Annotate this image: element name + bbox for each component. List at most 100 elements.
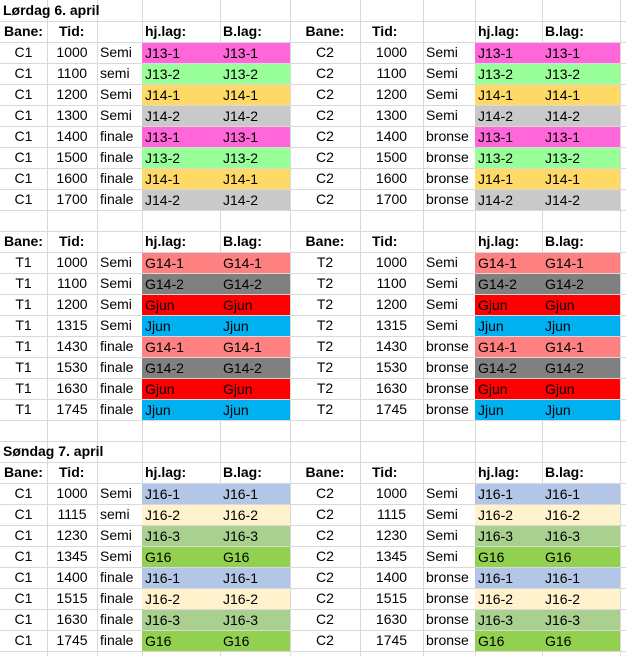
- column-header[interactable]: Tid:: [59, 233, 85, 249]
- round-cell[interactable]: Semi: [426, 275, 458, 291]
- time-cell[interactable]: 1700: [375, 191, 408, 207]
- team-cell[interactable]: J16-1: [142, 568, 220, 588]
- team-cell[interactable]: J16-3: [475, 526, 542, 546]
- team-cell[interactable]: J14-2: [220, 190, 290, 210]
- team-cell[interactable]: G14-1: [220, 337, 290, 357]
- team-cell[interactable]: J14-2: [475, 106, 542, 126]
- round-cell[interactable]: bronse: [426, 170, 469, 186]
- time-cell[interactable]: 1630: [375, 380, 408, 396]
- section-title[interactable]: Søndag 7. april: [3, 443, 104, 459]
- column-header[interactable]: B.lag:: [223, 233, 262, 249]
- column-header[interactable]: B.lag:: [223, 464, 262, 480]
- column-header[interactable]: Tid:: [372, 464, 398, 480]
- round-cell[interactable]: bronse: [426, 611, 469, 627]
- team-cell[interactable]: J13-1: [542, 43, 620, 63]
- column-header[interactable]: hj.lag:: [478, 23, 520, 39]
- column-header[interactable]: hj.lag:: [145, 23, 187, 39]
- field-cell[interactable]: C2: [316, 527, 334, 543]
- team-cell[interactable]: J14-2: [142, 106, 220, 126]
- time-cell[interactable]: 1000: [375, 44, 408, 60]
- round-cell[interactable]: finale: [100, 611, 134, 627]
- team-cell[interactable]: G14-1: [475, 253, 542, 273]
- team-cell[interactable]: J16-2: [220, 505, 290, 525]
- time-cell[interactable]: 1345: [56, 548, 88, 564]
- team-cell[interactable]: G16: [475, 547, 542, 567]
- team-cell[interactable]: Gjun: [220, 379, 290, 399]
- time-cell[interactable]: 1000: [56, 44, 88, 60]
- round-cell[interactable]: Semi: [100, 44, 132, 60]
- column-header[interactable]: [97, 462, 142, 483]
- field-cell[interactable]: C1: [14, 65, 33, 81]
- team-cell[interactable]: J16-1: [475, 484, 542, 504]
- team-cell[interactable]: J13-1: [542, 127, 620, 147]
- time-cell[interactable]: 1630: [375, 611, 408, 627]
- team-cell[interactable]: Jjun: [142, 400, 220, 420]
- round-cell[interactable]: finale: [100, 569, 134, 585]
- team-cell[interactable]: G14-2: [142, 274, 220, 294]
- team-cell[interactable]: J16-3: [220, 610, 290, 630]
- team-cell[interactable]: G16: [542, 631, 620, 651]
- time-cell[interactable]: 1700: [56, 191, 88, 207]
- field-cell[interactable]: C1: [14, 149, 33, 165]
- round-cell[interactable]: Semi: [100, 86, 132, 102]
- field-cell[interactable]: T1: [15, 317, 32, 333]
- time-cell[interactable]: 1500: [56, 149, 88, 165]
- round-cell[interactable]: bronse: [426, 191, 469, 207]
- field-cell[interactable]: C2: [316, 128, 334, 144]
- column-header[interactable]: hj.lag:: [478, 464, 520, 480]
- team-cell[interactable]: J14-1: [542, 169, 620, 189]
- column-header[interactable]: Bane:: [305, 464, 345, 480]
- time-cell[interactable]: 1745: [375, 401, 408, 417]
- time-cell[interactable]: 1000: [375, 485, 408, 501]
- team-cell[interactable]: J16-3: [475, 610, 542, 630]
- time-cell[interactable]: 1100: [56, 275, 88, 291]
- team-cell[interactable]: J16-2: [142, 589, 220, 609]
- team-cell[interactable]: G16: [220, 547, 290, 567]
- team-cell[interactable]: J16-3: [220, 526, 290, 546]
- column-header[interactable]: Bane:: [4, 23, 43, 39]
- team-cell[interactable]: J14-2: [542, 106, 620, 126]
- round-cell[interactable]: finale: [100, 149, 134, 165]
- time-cell[interactable]: 1300: [56, 107, 88, 123]
- time-cell[interactable]: 1100: [376, 275, 407, 291]
- round-cell[interactable]: Semi: [100, 296, 132, 312]
- time-cell[interactable]: 1200: [375, 86, 408, 102]
- round-cell[interactable]: Semi: [426, 107, 458, 123]
- column-header[interactable]: Tid:: [59, 23, 85, 39]
- round-cell[interactable]: finale: [100, 170, 134, 186]
- field-cell[interactable]: C2: [316, 485, 334, 501]
- round-cell[interactable]: Semi: [100, 548, 132, 564]
- field-cell[interactable]: T2: [316, 317, 334, 333]
- team-cell[interactable]: Jjun: [142, 316, 220, 336]
- time-cell[interactable]: 1400: [375, 128, 408, 144]
- team-cell[interactable]: J13-2: [220, 64, 290, 84]
- time-cell[interactable]: 1315: [375, 317, 408, 333]
- round-cell[interactable]: bronse: [426, 128, 469, 144]
- team-cell[interactable]: J14-1: [142, 169, 220, 189]
- time-cell[interactable]: 1515: [56, 590, 88, 606]
- team-cell[interactable]: J13-2: [142, 148, 220, 168]
- column-header[interactable]: hj.lag:: [145, 464, 187, 480]
- team-cell[interactable]: J16-2: [220, 589, 290, 609]
- team-cell[interactable]: Jjun: [542, 316, 620, 336]
- column-header[interactable]: hj.lag:: [145, 233, 187, 249]
- field-cell[interactable]: T2: [316, 338, 334, 354]
- team-cell[interactable]: J16-1: [475, 568, 542, 588]
- team-cell[interactable]: Gjun: [142, 295, 220, 315]
- team-cell[interactable]: J16-2: [542, 589, 620, 609]
- team-cell[interactable]: J13-1: [475, 43, 542, 63]
- field-cell[interactable]: C1: [14, 632, 33, 648]
- field-cell[interactable]: C1: [14, 506, 33, 522]
- team-cell[interactable]: Gjun: [542, 379, 620, 399]
- column-header[interactable]: B.lag:: [545, 464, 584, 480]
- field-cell[interactable]: C2: [316, 65, 334, 81]
- field-cell[interactable]: T2: [316, 380, 334, 396]
- round-cell[interactable]: finale: [100, 191, 134, 207]
- field-cell[interactable]: C2: [316, 569, 334, 585]
- team-cell[interactable]: J16-2: [475, 505, 542, 525]
- field-cell[interactable]: T1: [15, 338, 32, 354]
- time-cell[interactable]: 1400: [56, 569, 88, 585]
- section-title[interactable]: Lørdag 6. april: [3, 2, 100, 18]
- column-header[interactable]: [423, 21, 475, 42]
- team-cell[interactable]: J13-2: [542, 64, 620, 84]
